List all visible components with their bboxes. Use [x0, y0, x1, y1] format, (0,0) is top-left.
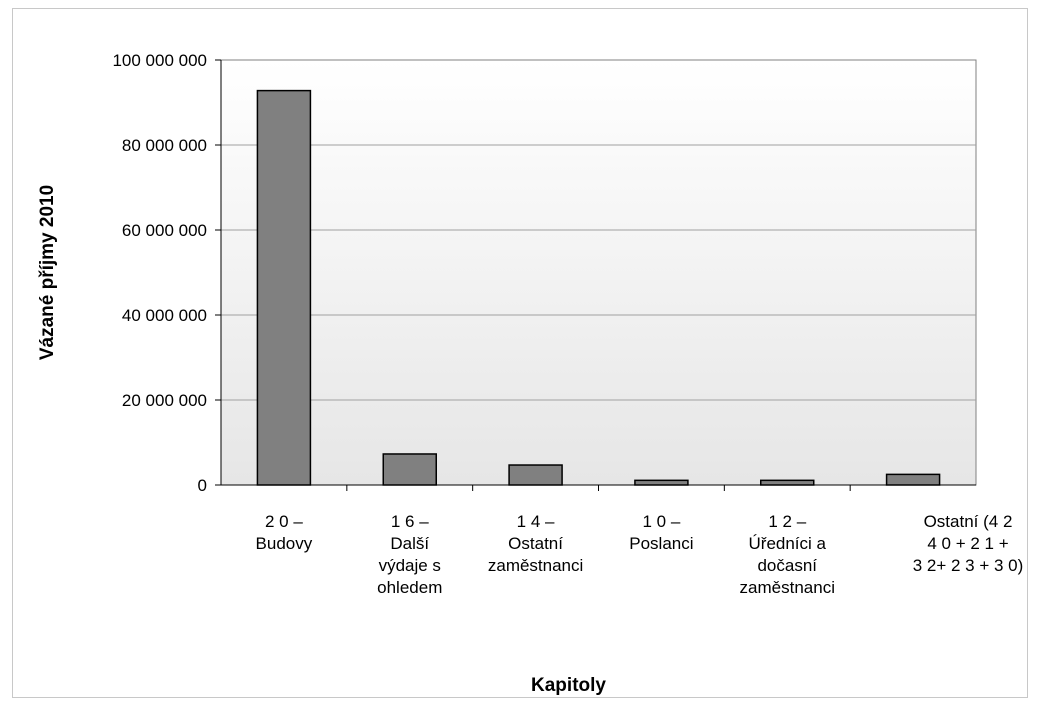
- x-axis-title: Kapitoly: [531, 675, 606, 696]
- bar: [634, 479, 689, 486]
- x-category-label: 2 0 – Budovy: [255, 512, 313, 553]
- x-category-label: 1 2 – Úředníci a dočasní zaměstnanci: [739, 512, 835, 597]
- y-tick-label: 80 000 000: [122, 136, 207, 155]
- y-tick-label: 40 000 000: [122, 306, 207, 325]
- bar: [760, 479, 815, 486]
- bar: [382, 453, 437, 486]
- x-category-label: 1 6 – Další výdaje s ohledem: [377, 512, 443, 597]
- y-axis-ticks: 0 20 000 000 40 000 000 60 000 000 80 000 00…: [112, 51, 221, 495]
- bar: [508, 464, 563, 486]
- bars: [256, 89, 941, 491]
- y-axis-title: Vázané příjmy 2010: [37, 185, 58, 360]
- bar: [885, 473, 941, 486]
- plot-area: [220, 59, 977, 486]
- x-category-label: 1 0 – Poslanci: [629, 512, 694, 553]
- y-tick-label: 100 000 000: [112, 51, 207, 70]
- gridlines: [221, 144, 976, 401]
- bar: [256, 89, 312, 486]
- y-tick-label: 20 000 000: [122, 391, 207, 410]
- y-tick-label: 60 000 000: [122, 221, 207, 240]
- x-category-label: Ostatní (4 2 4 0 + 2 1 + 3 2+ 2 3 + 3 0): [912, 512, 1024, 575]
- x-category-label: 1 4 – Ostatní zaměstnanci: [487, 512, 584, 575]
- chart-frame: [12, 8, 1028, 698]
- y-tick-label: 0: [198, 476, 207, 495]
